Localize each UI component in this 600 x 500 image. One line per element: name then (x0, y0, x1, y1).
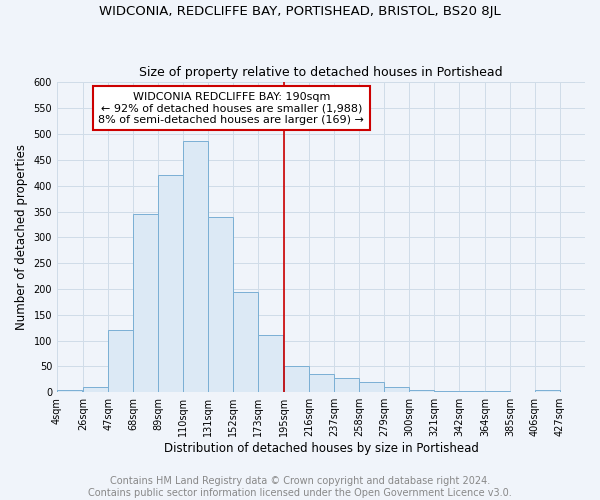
Bar (409, 390, 434, 392)
Bar (57, 390, 82, 392)
Bar (434, 390, 459, 392)
Bar (133, 214, 158, 392)
Bar (208, 216, 233, 392)
Title: Size of property relative to detached houses in Portishead: Size of property relative to detached ho… (139, 66, 503, 78)
Bar (233, 292, 258, 392)
Y-axis label: Number of detached properties: Number of detached properties (15, 144, 28, 330)
Bar (359, 382, 384, 392)
Bar (535, 390, 560, 392)
Bar (183, 141, 208, 392)
Bar (284, 366, 309, 392)
Bar (459, 390, 484, 392)
Bar (384, 387, 409, 392)
X-axis label: Distribution of detached houses by size in Portishead: Distribution of detached houses by size … (164, 442, 478, 455)
Bar (158, 176, 183, 392)
Bar (108, 330, 133, 392)
Text: WIDCONIA, REDCLIFFE BAY, PORTISHEAD, BRISTOL, BS20 8JL: WIDCONIA, REDCLIFFE BAY, PORTISHEAD, BRI… (99, 5, 501, 18)
Bar (83, 387, 108, 392)
Bar (309, 374, 334, 392)
Text: Contains HM Land Registry data © Crown copyright and database right 2024.
Contai: Contains HM Land Registry data © Crown c… (88, 476, 512, 498)
Bar (334, 378, 359, 392)
Bar (258, 336, 283, 392)
Bar (485, 391, 510, 392)
Text: WIDCONIA REDCLIFFE BAY: 190sqm
← 92% of detached houses are smaller (1,988)
8% o: WIDCONIA REDCLIFFE BAY: 190sqm ← 92% of … (98, 92, 364, 125)
